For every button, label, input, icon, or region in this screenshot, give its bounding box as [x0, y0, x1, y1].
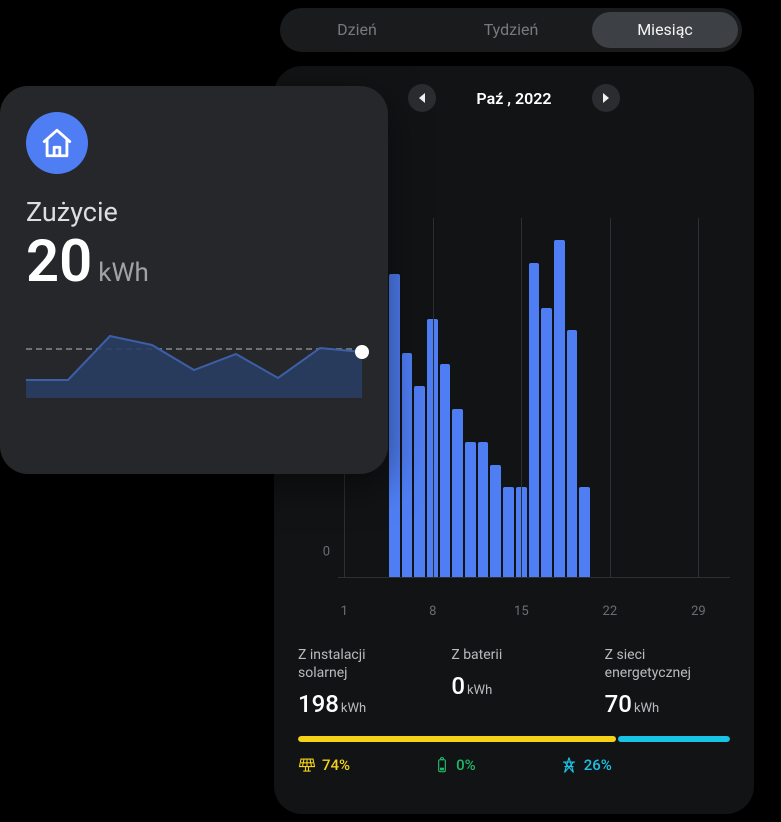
- home-icon: [40, 126, 74, 160]
- pct-grid: 26%: [560, 756, 612, 774]
- bar: [402, 353, 413, 577]
- source-grid-unit: kWh: [634, 701, 659, 716]
- source-battery: Z baterii 0kWh: [451, 646, 576, 718]
- consumption-summary-card: Zużycie 20kWh: [0, 86, 388, 474]
- time-range-tabs: Dzień Tydzień Miesiąc: [280, 8, 742, 52]
- bar: [541, 308, 552, 577]
- tab-day[interactable]: Dzień: [284, 12, 430, 48]
- source-grid-label: Z sieci energetycznej: [605, 646, 730, 682]
- seg-solar: [298, 736, 616, 742]
- pct-solar-text: 74%: [322, 756, 350, 774]
- tab-week[interactable]: Tydzień: [438, 12, 584, 48]
- bar: [440, 364, 451, 577]
- bar: [452, 409, 463, 577]
- consumption-unit: kWh: [98, 258, 149, 288]
- y-tick-0: 0: [323, 545, 330, 560]
- x-tick: 22: [603, 604, 618, 619]
- next-month-button[interactable]: [592, 84, 620, 112]
- source-solar-value: 198: [298, 690, 339, 718]
- home-icon-badge: [26, 112, 88, 174]
- source-battery-label: Z baterii: [451, 646, 576, 664]
- x-tick: 29: [691, 604, 706, 619]
- bar: [529, 263, 540, 577]
- prev-month-button[interactable]: [408, 84, 436, 112]
- bar: [567, 330, 578, 577]
- x-tick: 8: [429, 604, 436, 619]
- bar: [554, 240, 565, 577]
- energy-sources-row: Z instalacji solarnej 198kWh Z baterii 0…: [298, 646, 730, 718]
- tab-month[interactable]: Miesiąc: [592, 12, 738, 48]
- source-grid: Z sieci energetycznej 70kWh: [605, 646, 730, 718]
- current-period-label: Paź , 2022: [476, 89, 551, 108]
- bar: [478, 442, 489, 577]
- chart-plot-area: [338, 218, 730, 578]
- bar: [503, 487, 514, 577]
- x-tick: 1: [341, 604, 348, 619]
- seg-grid: [618, 736, 730, 742]
- bar: [579, 487, 590, 577]
- pct-battery-text: 0%: [456, 756, 476, 774]
- consumption-sparkline: [26, 310, 362, 398]
- source-grid-value: 70: [605, 690, 632, 718]
- source-battery-value: 0: [451, 672, 465, 700]
- bar: [414, 386, 425, 577]
- bars-container: [338, 218, 730, 577]
- consumption-value: 20: [26, 228, 92, 296]
- chevron-right-icon: [601, 92, 611, 104]
- source-solar-unit: kWh: [341, 701, 366, 716]
- source-share-bar: [298, 736, 730, 742]
- power-grid-icon: [560, 756, 578, 774]
- pct-battery: 0%: [434, 756, 476, 774]
- bar: [490, 465, 501, 577]
- source-solar: Z instalacji solarnej 198kWh: [298, 646, 423, 718]
- chevron-left-icon: [417, 92, 427, 104]
- pct-grid-text: 26%: [584, 756, 612, 774]
- battery-icon: [434, 756, 450, 774]
- bar: [389, 274, 400, 577]
- x-tick: 15: [514, 604, 529, 619]
- sparkline-current-dot: [355, 345, 369, 359]
- bar: [465, 442, 476, 577]
- source-battery-unit: kWh: [467, 683, 492, 698]
- pct-solar: 74%: [298, 756, 350, 774]
- source-percent-row: 74% 0% 26%: [298, 756, 730, 774]
- sparkline-svg: [26, 310, 362, 398]
- source-solar-label: Z instalacji solarnej: [298, 646, 423, 682]
- consumption-title: Zużycie: [26, 196, 362, 228]
- solar-panel-icon: [298, 756, 316, 774]
